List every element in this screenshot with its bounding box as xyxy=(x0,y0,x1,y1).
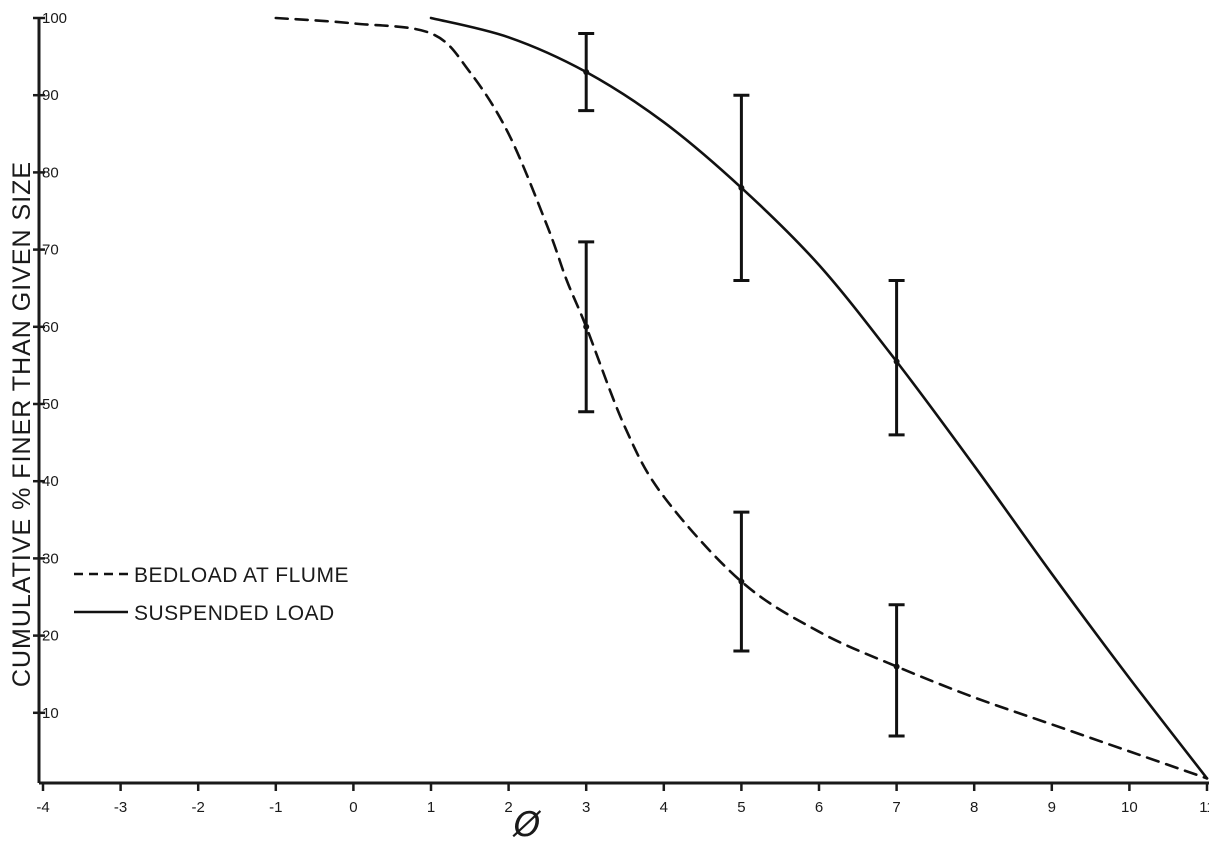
y-tick-label: 50 xyxy=(42,396,59,413)
bedload-series-line xyxy=(274,16,1209,780)
suspended-legend-label: SUSPENDED LOAD xyxy=(134,602,335,625)
x-tick-label: 2 xyxy=(504,799,512,816)
x-tick-label: -3 xyxy=(114,799,127,816)
x-tick-label: 1 xyxy=(427,799,435,816)
x-tick-label: -2 xyxy=(192,799,205,816)
suspended-data-point xyxy=(738,184,745,191)
x-tick-label: 10 xyxy=(1121,799,1138,816)
x-tick-label: 4 xyxy=(660,799,668,816)
x-tick-label: 11 xyxy=(1199,799,1209,816)
x-tick-label: 6 xyxy=(815,799,823,816)
x-tick-label: 9 xyxy=(1048,799,1056,816)
x-tick-label: -1 xyxy=(269,799,282,816)
y-tick-label: 30 xyxy=(42,550,59,567)
y-ticks: 10 20 30 40 50 60 70 80 90 100 xyxy=(33,10,67,722)
x-tick-label: 5 xyxy=(737,799,745,816)
suspended-data-point xyxy=(893,358,900,365)
markers xyxy=(583,69,900,670)
x-axis-label: Ø xyxy=(512,805,542,845)
x-tick-label: 8 xyxy=(970,799,978,816)
x-tick-label: 0 xyxy=(349,799,357,816)
y-tick-label: 20 xyxy=(42,628,59,645)
bedload-legend-label: BEDLOAD AT FLUME xyxy=(134,564,349,587)
y-tick-label: 80 xyxy=(42,164,59,181)
bedload-data-point xyxy=(583,323,590,330)
suspended-series-line xyxy=(429,16,1209,780)
x-tick-label: 7 xyxy=(892,799,900,816)
y-tick-label: 100 xyxy=(42,10,67,27)
x-ticks: -4 -3 -2 -1 0 1 2 3 4 5 6 7 8 9 10 11 xyxy=(36,783,1209,816)
suspended-data-point xyxy=(583,69,590,76)
y-tick-label: 90 xyxy=(42,87,59,104)
legend: BEDLOAD AT FLUME SUSPENDED LOAD xyxy=(74,564,349,625)
bedload-data-point xyxy=(893,663,900,670)
y-tick-label: 10 xyxy=(42,705,59,722)
error-bars xyxy=(578,31,905,738)
x-tick-label: -4 xyxy=(36,799,49,816)
y-tick-label: 40 xyxy=(42,473,59,490)
axes xyxy=(37,18,1209,785)
bedload-data-point xyxy=(738,578,745,585)
x-tick-label: 3 xyxy=(582,799,590,816)
y-axis-label: CUMULATIVE % FINER THAN GIVEN SIZE xyxy=(8,161,36,687)
y-tick-label: 70 xyxy=(42,242,59,259)
y-tick-label: 60 xyxy=(42,319,59,336)
